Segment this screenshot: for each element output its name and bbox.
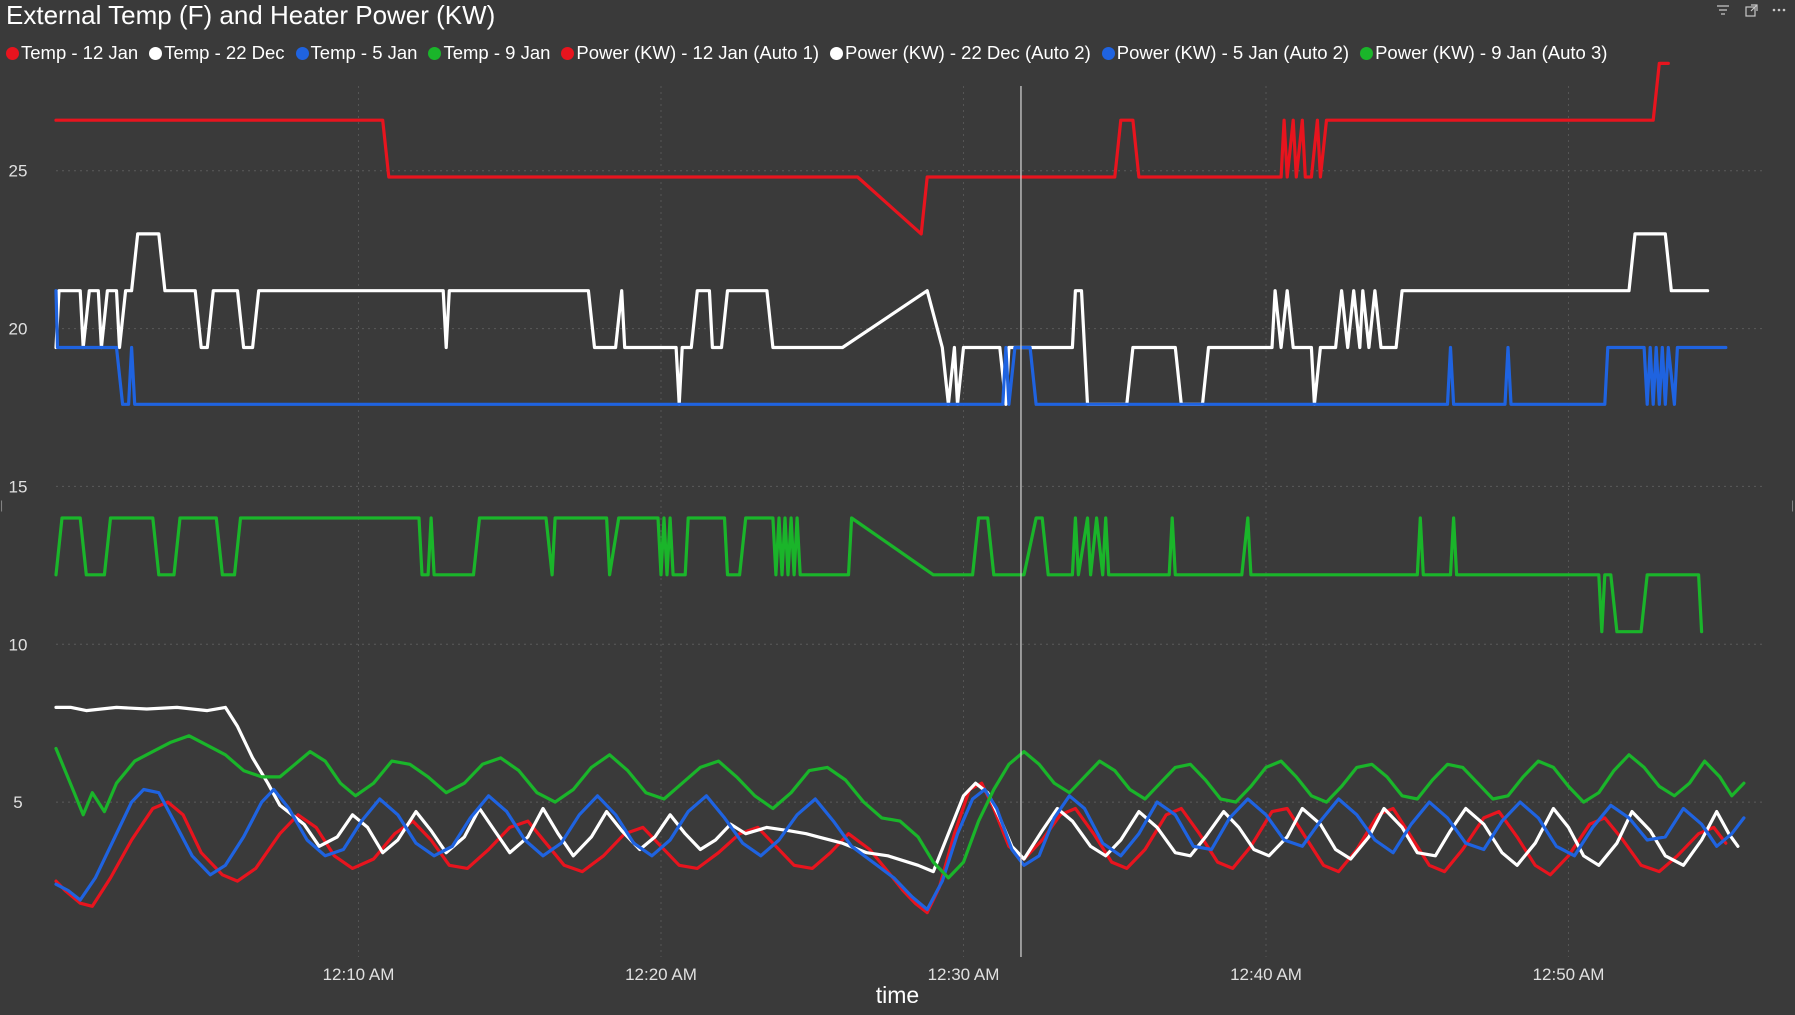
series-line-5[interactable]	[54, 232, 1710, 406]
legend-item[interactable]: Temp - 9 Jan	[428, 42, 550, 64]
y-tick-label: 5	[13, 793, 22, 812]
legend-swatch	[428, 46, 442, 60]
series-line-3[interactable]	[54, 734, 1746, 880]
legend-item[interactable]: Power (KW) - 22 Dec (Auto 2)	[830, 42, 1091, 64]
legend-label: Power (KW) - 22 Dec (Auto 2)	[845, 42, 1091, 63]
x-tick-label: 12:20 AM	[625, 965, 697, 984]
filter-icon[interactable]	[1715, 2, 1731, 18]
chart-title: External Temp (F) and Heater Power (KW)	[6, 0, 496, 30]
legend-swatch	[149, 46, 163, 60]
legend-item[interactable]: Power (KW) - 5 Jan (Auto 2)	[1101, 42, 1350, 64]
y-tick-label: 10	[9, 635, 28, 654]
legend-label: Temp - 9 Jan	[443, 42, 551, 63]
legend-label: Temp - 5 Jan	[310, 42, 418, 63]
legend-label: Power (KW) - 9 Jan (Auto 3)	[1375, 42, 1608, 63]
series-line-4[interactable]	[54, 61, 1670, 236]
legend: Temp - 12 Jan Temp - 22 Dec Temp - 5 Jan Te…	[6, 42, 1618, 64]
focus-mode-icon[interactable]	[1743, 2, 1759, 18]
legend-label: Temp - 12 Jan	[21, 42, 139, 63]
x-tick-label: 12:10 AM	[323, 965, 395, 984]
x-axis: 12:10 AM 12:20 AM 12:30 AM 12:40 AM 12:50 AM	[323, 965, 1605, 984]
series-line-1[interactable]	[54, 705, 1740, 874]
legend-swatch	[830, 46, 844, 60]
series-line-7[interactable]	[54, 516, 1704, 634]
series-line-2[interactable]	[54, 787, 1746, 912]
series-line-0[interactable]	[54, 781, 1728, 915]
y-tick-label: 15	[9, 477, 28, 496]
y-axis: 5 10 15 20 25	[9, 162, 28, 812]
x-tick-label: 12:30 AM	[928, 965, 1000, 984]
left-resize-handle[interactable]: |	[0, 498, 4, 512]
x-tick-label: 12:50 AM	[1533, 965, 1605, 984]
more-options-icon[interactable]	[1771, 2, 1787, 18]
y-tick-label: 25	[9, 162, 28, 181]
x-tick-label: 12:40 AM	[1230, 965, 1302, 984]
legend-item[interactable]: Power (KW) - 9 Jan (Auto 3)	[1360, 42, 1607, 64]
x-axis-title: time	[875, 982, 920, 1008]
series-lines	[54, 61, 1746, 915]
legend-swatch	[295, 46, 309, 60]
series-line-6[interactable]	[54, 289, 1728, 406]
legend-swatch	[1360, 46, 1374, 60]
legend-label: Power (KW) - 5 Jan (Auto 2)	[1116, 42, 1350, 63]
legend-swatch	[561, 46, 575, 60]
legend-item[interactable]: Temp - 5 Jan	[295, 42, 418, 64]
legend-label: Temp - 22 Dec	[164, 42, 285, 63]
legend-label: Power (KW) - 12 Jan (Auto 1)	[576, 42, 820, 63]
y-tick-label: 20	[9, 320, 28, 339]
legend-item[interactable]: Temp - 12 Jan	[6, 42, 138, 64]
legend-swatch	[6, 46, 19, 60]
visual-header	[1715, 2, 1787, 18]
legend-swatch	[1101, 46, 1115, 60]
right-resize-handle[interactable]: |	[1791, 498, 1795, 512]
legend-item[interactable]: Power (KW) - 12 Jan (Auto 1)	[561, 42, 819, 64]
gridlines	[56, 86, 1762, 957]
legend-item[interactable]: Temp - 22 Dec	[149, 42, 285, 64]
